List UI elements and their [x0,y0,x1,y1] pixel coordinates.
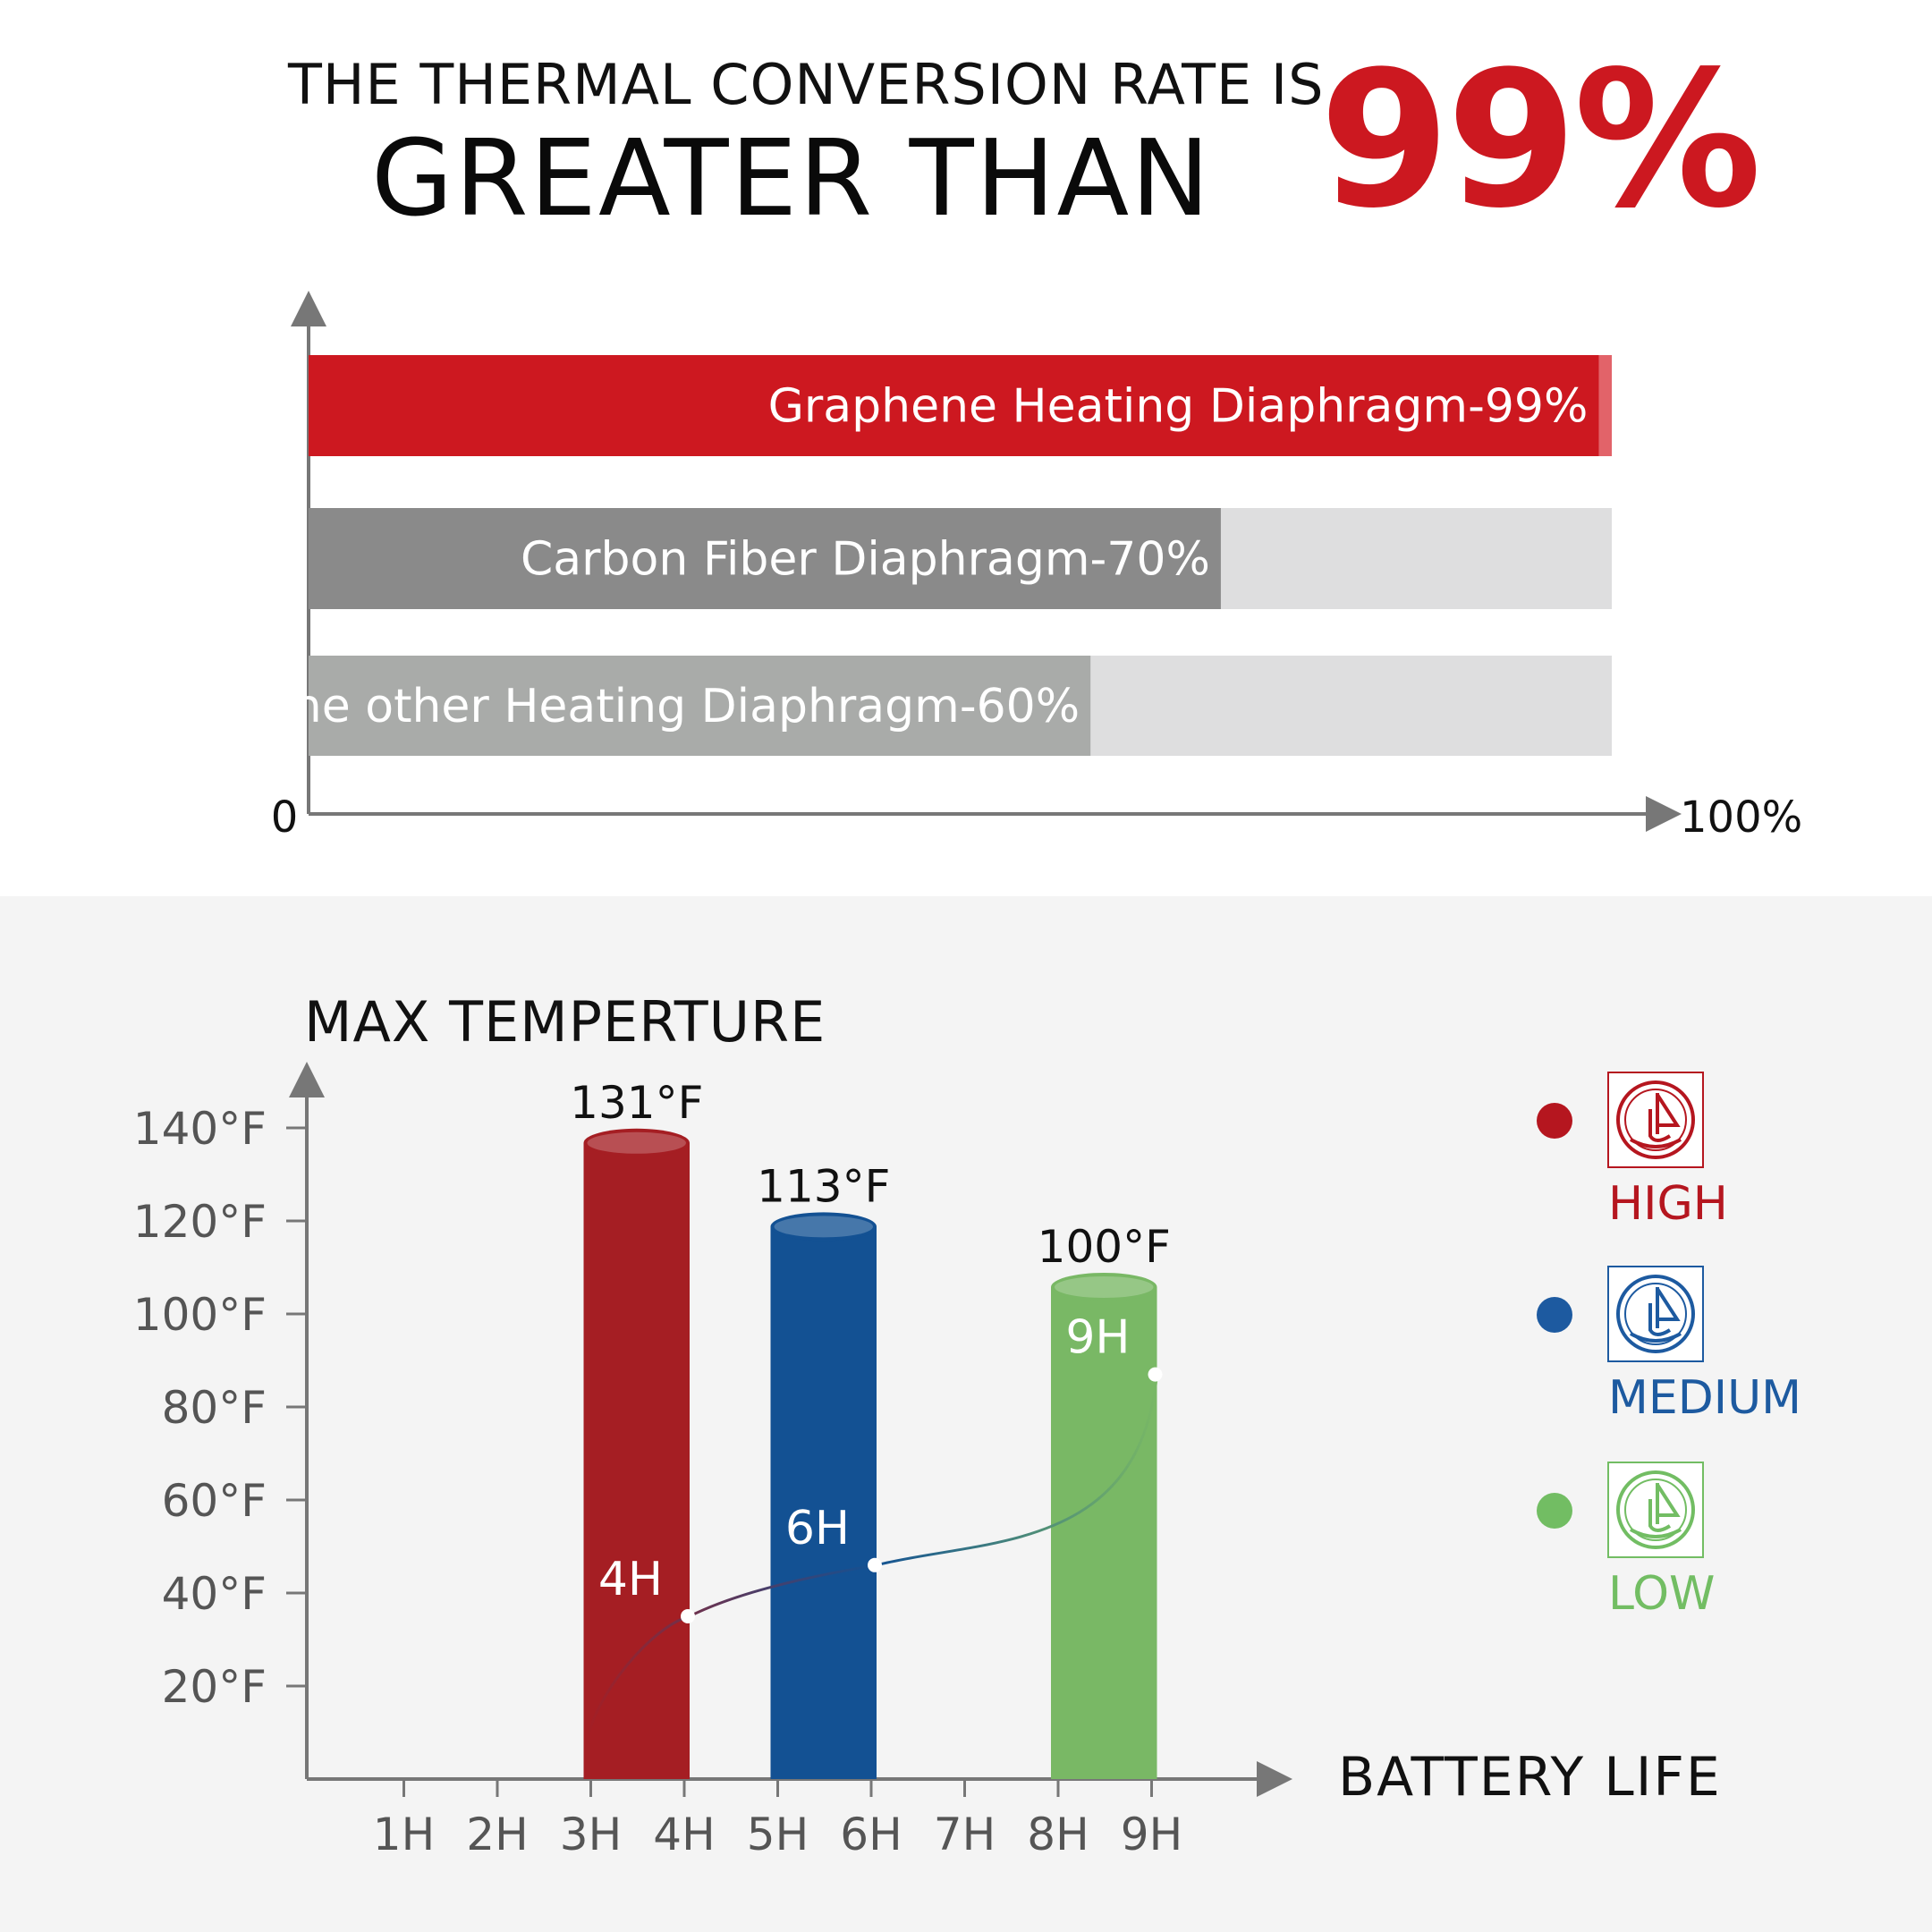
sail-wind-logo-icon [1607,1072,1704,1168]
x-tick-label: 8H [1027,1809,1089,1860]
y-tick-label: 100°F [133,1289,267,1341]
temperature-bar [1051,1287,1157,1779]
legend-label: LOW [1608,1567,1716,1621]
temperature-bar [770,1226,877,1779]
life-point [681,1609,695,1623]
headline-line2: GREATER THAN [371,116,1212,240]
x-tick-label: 9H [1121,1809,1182,1860]
headline-line1: THE THERMAL CONVERSION RATE IS [288,52,1325,117]
sail-wind-logo-icon [1607,1462,1704,1558]
bar-label: The other Heating Diaphragm-60% [263,680,1080,733]
legend-label: HIGH [1608,1177,1728,1231]
bar [309,508,1221,609]
bar-value-label: 113°F [757,1160,890,1212]
y-tick-label: 120°F [133,1196,267,1248]
legend-dot [1537,1297,1572,1333]
life-point [1148,1367,1163,1382]
bar-cap [1051,1273,1157,1301]
life-label: 4H [598,1553,663,1606]
y-tick-label: 80°F [162,1382,267,1434]
legend-dot [1537,1493,1572,1529]
bar-cap-highlight [587,1131,686,1154]
chart-title: MAX TEMPERTURE [304,989,826,1055]
y-tick-label: 140°F [133,1103,267,1155]
x-tick-label: 1H [373,1809,435,1860]
bar-value-label: 131°F [570,1077,703,1129]
life-label: 9H [1065,1311,1130,1365]
x-axis-label: BATTERY LIFE [1338,1746,1722,1809]
y-tick-label: 60°F [162,1475,267,1527]
y-tick-label: 40°F [162,1568,267,1620]
sail-wind-logo-icon [1607,1266,1704,1362]
x-tick-label: 7H [934,1809,996,1860]
bar [309,656,1091,756]
bar-value-label: 100°F [1038,1221,1171,1273]
temperature-bar [583,1142,690,1779]
x-tick-label: 5H [747,1809,809,1860]
battery-life-curve [584,1374,1158,1747]
x-tick-label: 6H [840,1809,902,1860]
bar-label: Carbon Fiber Diaphragm-70% [521,533,1210,587]
x-tick-label: 0 [271,792,299,843]
bar-cap-highlight [1055,1276,1154,1298]
conversion-rate-chart: Graphene Heating Diaphragm-99% Carbon Fib… [263,291,1802,843]
bar-cap-highlight [774,1216,873,1238]
legend-label: MEDIUM [1608,1371,1802,1425]
bar-cap [583,1128,690,1157]
life-label: 6H [785,1502,850,1555]
legend-dot [1537,1103,1572,1139]
bar-label: Graphene Heating Diaphragm-99% [768,380,1589,434]
life-point [868,1557,882,1572]
headline-percentage: 99% [1319,30,1762,250]
x-tick-label: 3H [560,1809,622,1860]
bar [309,355,1599,456]
x-tick-label: 100% [1680,792,1802,843]
x-tick-label: 2H [466,1809,528,1860]
temperature-chart: MAX TEMPERTURE BATTERY LIFE 20°F 40°F 60°F 80… [133,989,1722,1860]
y-tick-label: 20°F [162,1661,267,1713]
bar-cap [770,1212,877,1241]
x-tick-label: 4H [653,1809,715,1860]
